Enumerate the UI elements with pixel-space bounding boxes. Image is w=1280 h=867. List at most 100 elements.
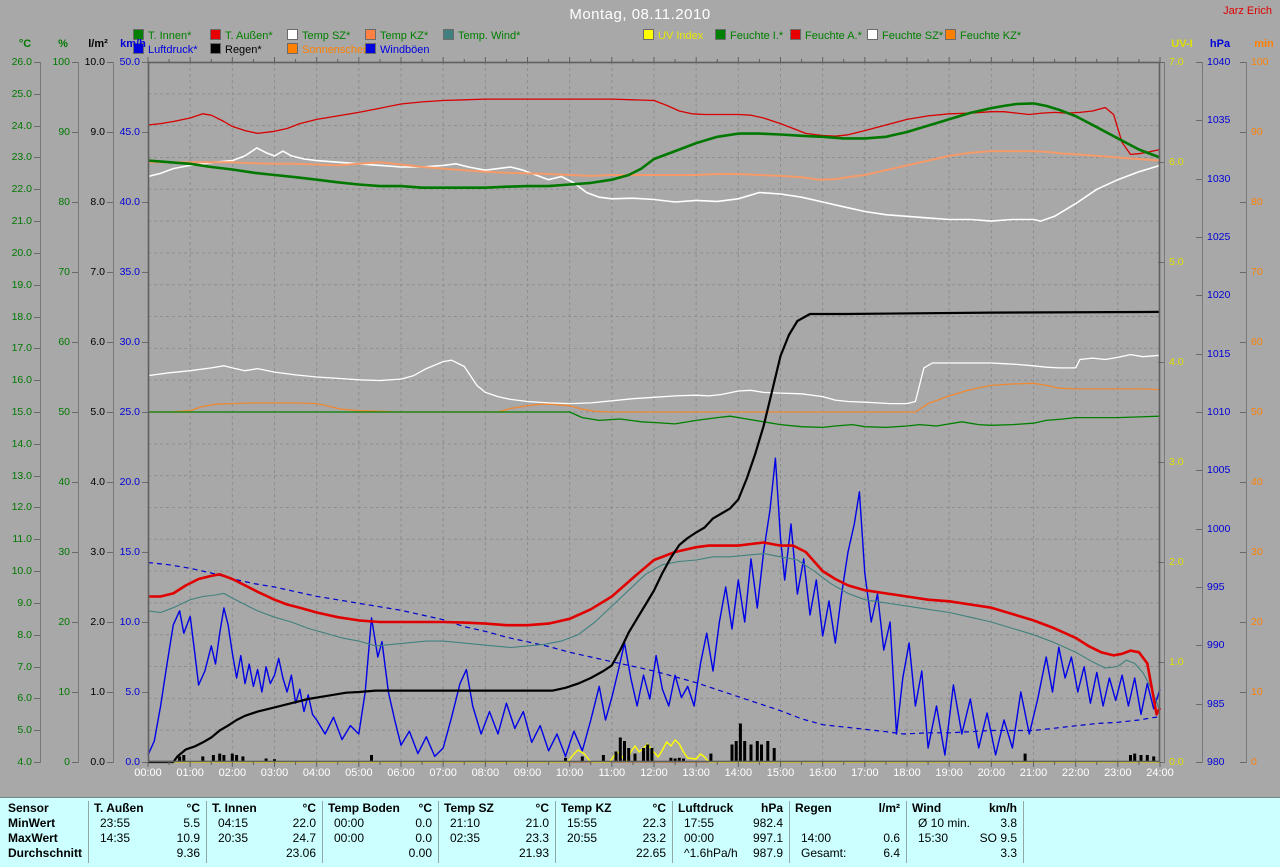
table-row-label-durchschnitt: Durchschnitt: [8, 846, 83, 860]
table-cell-t-innen-avg-value: 23.06: [285, 846, 316, 860]
rain-bar: [1023, 753, 1027, 762]
axis-tick-label-c: 18.0: [11, 310, 32, 323]
x-axis-label: 00:00: [134, 767, 162, 779]
axis-tick: [107, 482, 113, 483]
axis-tick-label-hpa: 995: [1207, 581, 1225, 593]
rain-bar: [755, 741, 759, 762]
legend-item-feuchte-sz[interactable]: Feuchte SZ*: [867, 29, 943, 42]
axis-tick: [107, 412, 113, 413]
axis-tick: [34, 443, 40, 445]
axis-tick: [142, 412, 148, 413]
axis-tick-label-km-h: 30.0: [119, 336, 140, 348]
legend-label: T. Außen*: [225, 30, 273, 42]
legend-item-sonnenschein[interactable]: Sonnenschein: [287, 43, 372, 56]
axis-tick: [34, 507, 40, 509]
x-axis-label: 06:00: [387, 767, 415, 779]
chart-canvas[interactable]: [147, 57, 1162, 767]
rain-bar: [618, 737, 622, 762]
axis-tick: [34, 189, 40, 191]
legend-item-temp-kz[interactable]: Temp KZ*: [365, 29, 428, 42]
axis-tick-label-uv-i: 0.0: [1169, 756, 1184, 768]
table-cell-temp-kz-avg-value: 22.65: [635, 846, 666, 860]
legend-label: Sonnenschein: [302, 44, 372, 56]
axis-tick: [72, 482, 78, 483]
axis-tick: [1240, 762, 1246, 763]
rain-bar: [766, 741, 770, 762]
table-row-label-sensor: Sensor: [8, 801, 49, 815]
axis-tick-label-min: 60: [1251, 336, 1263, 348]
axis-line-c: [40, 62, 41, 763]
x-axis-label: 05:00: [345, 767, 373, 779]
legend-item-t-innen[interactable]: T. Innen*: [133, 29, 192, 42]
legend-item-uv-index[interactable]: UV Index: [643, 29, 703, 42]
axis-tick: [72, 202, 78, 203]
axis-tick: [34, 62, 40, 63]
legend-item-regen[interactable]: Regen*: [210, 43, 262, 56]
legend-item-feuchte-i[interactable]: Feuchte I.*: [715, 29, 783, 42]
rain-bar: [669, 757, 673, 762]
legend-item-feuchte-a[interactable]: Feuchte A.*: [790, 29, 862, 42]
axis-tick-label-: 100: [52, 56, 70, 68]
axis-tick: [142, 692, 148, 693]
axis-tick-label-l-m: 10.0: [84, 56, 105, 68]
table-cell-wind-avg-value: 3.3: [1000, 846, 1017, 860]
table-col-name-regen: Regen: [795, 801, 832, 815]
axis-tick-label-hpa: 1005: [1207, 464, 1231, 477]
table-cell-temp-sz-min-time: 21:10: [450, 816, 481, 830]
legend-item-t-au-en[interactable]: T. Außen*: [210, 29, 273, 42]
legend-item-windb-en[interactable]: Windböen: [365, 43, 430, 56]
table-cell-temp-boden-min-time: 00:00: [334, 816, 365, 830]
x-axis-label: 20:00: [977, 767, 1006, 779]
plot-area[interactable]: [147, 57, 1162, 767]
legend-swatch-windb-en: [365, 43, 376, 54]
axis-tick: [1240, 62, 1246, 63]
table-cell-t-innen-min-time: 04:15: [218, 816, 249, 830]
legend-item-feuchte-kz[interactable]: Feuchte KZ*: [945, 29, 1021, 42]
x-axis-label: 08:00: [471, 767, 500, 779]
axis-tick-label-km-h: 50.0: [119, 56, 140, 68]
axis-tick: [72, 412, 78, 413]
table-cell-t-au-en-min-time: 23:55: [100, 816, 131, 830]
x-axis-label: 15:00: [766, 767, 795, 779]
x-axis-label: 21:00: [1019, 767, 1048, 779]
axis-tick: [34, 316, 40, 318]
rain-bar: [201, 756, 205, 762]
axis-tick: [34, 221, 40, 223]
legend-label: T. Innen*: [148, 30, 192, 42]
rain-bar: [709, 753, 713, 762]
rain-bar: [650, 748, 654, 762]
axis-tick-label-l-m: 1.0: [90, 686, 105, 698]
page-title: Montag, 08.11.2010: [569, 6, 711, 23]
table-cell-regen-max-time: 14:00: [801, 831, 832, 845]
legend-swatch-t-innen: [133, 29, 144, 40]
axis-tick: [34, 412, 40, 413]
axis-tick: [1240, 412, 1246, 413]
axis-tick: [1240, 692, 1246, 693]
axis-tick: [34, 125, 40, 127]
legend-item-temp-sz[interactable]: Temp SZ*: [287, 29, 350, 42]
rain-bar: [564, 757, 567, 762]
rain-bar: [1133, 753, 1137, 762]
rain-bar: [370, 755, 373, 762]
legend-item-temp-wind[interactable]: Temp. Wind*: [443, 29, 521, 42]
axis-header-l-m: l/m²: [88, 38, 108, 50]
x-axis-label: 14:00: [724, 767, 753, 779]
table-divider: [672, 801, 673, 863]
table-cell-temp-boden-min-value: 0.0: [415, 816, 432, 830]
series-temp-kz: [148, 150, 1161, 181]
axis-tick-label-hpa: 990: [1207, 639, 1225, 652]
axis-tick-label-: 80: [58, 196, 70, 208]
axis-tick-label-c: 19.0: [11, 278, 32, 291]
table-cell-t-au-en-avg-value: 9.36: [176, 846, 200, 860]
axis-tick-label-c: 25.0: [11, 87, 32, 100]
table-cell-temp-sz-min-value: 21.0: [525, 816, 549, 830]
axis-tick-label-c: 24.0: [11, 119, 32, 132]
axis-tick-label-uv-i: 7.0: [1169, 56, 1184, 68]
legend-item-luftdruck[interactable]: Luftdruck*: [133, 43, 198, 56]
legend-label: Temp. Wind*: [458, 30, 521, 42]
axis-tick-label-c: 7.0: [17, 660, 32, 673]
axis-tick: [72, 132, 78, 133]
table-col-name-t-innen: T. Innen: [212, 801, 257, 815]
axis-tick: [34, 252, 40, 254]
axis-tick-label-c: 4.0: [17, 756, 32, 768]
